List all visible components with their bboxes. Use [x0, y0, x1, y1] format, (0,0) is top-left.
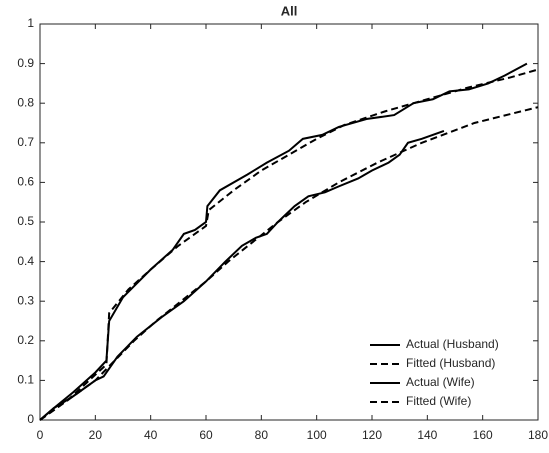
legend-label: Fitted (Husband) — [406, 356, 495, 370]
x-tick-label: 0 — [37, 428, 44, 442]
x-tick-label: 120 — [362, 428, 382, 442]
x-tick-label: 180 — [528, 428, 548, 442]
y-tick-label: 0.3 — [17, 293, 34, 307]
y-tick-label: 0.9 — [17, 56, 34, 70]
x-tick-label: 20 — [89, 428, 103, 442]
y-tick-label: 0.5 — [17, 214, 34, 228]
y-tick-label: 0.4 — [17, 254, 34, 268]
y-tick-label: 0.8 — [17, 95, 34, 109]
series-line — [39, 129, 445, 421]
series-line — [39, 106, 539, 421]
x-tick-label: 60 — [199, 428, 213, 442]
x-tick-label: 160 — [473, 428, 493, 442]
y-tick-label: 0.1 — [17, 373, 34, 387]
legend-label: Actual (Wife) — [406, 375, 475, 389]
y-tick-label: 0.7 — [17, 135, 34, 149]
legend-label: Actual (Husband) — [406, 337, 499, 351]
series-line — [39, 68, 539, 421]
x-tick-label: 80 — [255, 428, 269, 442]
x-tick-label: 40 — [144, 428, 158, 442]
legend-label: Fitted (Wife) — [406, 394, 471, 408]
chart-title: All — [281, 3, 298, 18]
y-tick-label: 0 — [27, 412, 34, 426]
y-tick-label: 1 — [27, 16, 34, 30]
x-tick-label: 140 — [417, 428, 437, 442]
x-tick-label: 100 — [307, 428, 327, 442]
y-tick-label: 0.2 — [17, 333, 34, 347]
y-tick-label: 0.6 — [17, 175, 34, 189]
